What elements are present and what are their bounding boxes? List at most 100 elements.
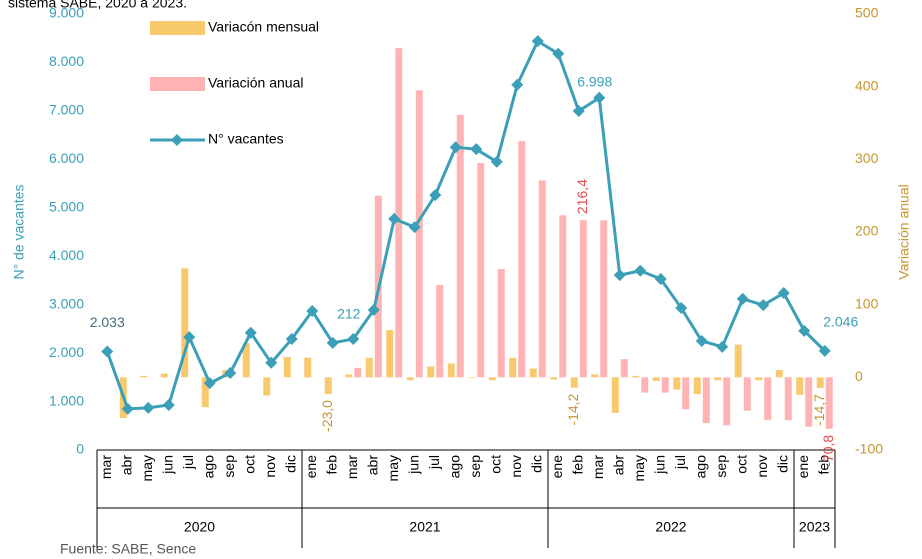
x-tick-label: ago <box>446 455 462 479</box>
marker <box>818 344 831 357</box>
x-tick-label: oct <box>733 455 749 474</box>
bar <box>693 377 701 395</box>
bar <box>386 330 394 378</box>
x-tick-label: ene <box>795 455 811 479</box>
bar <box>140 375 148 378</box>
data-label: -14,7 <box>811 394 827 426</box>
bar <box>600 220 608 378</box>
bar <box>324 377 332 395</box>
data-label: 2.033 <box>90 314 125 330</box>
bar <box>406 377 414 381</box>
y2-tick-label: 100 <box>855 295 879 311</box>
bar <box>509 357 517 378</box>
marker <box>593 91 606 104</box>
x-tick-label: dic <box>282 455 298 473</box>
bar <box>538 180 546 378</box>
x-tick-label: mar <box>590 455 606 479</box>
marker <box>757 299 770 312</box>
bar <box>673 377 681 390</box>
bar <box>518 141 526 378</box>
marker <box>449 141 462 154</box>
y2-tick-label: 400 <box>855 77 879 93</box>
x-tick-label: jul <box>426 455 442 470</box>
x-tick-label: jul <box>672 455 688 470</box>
marker <box>162 398 175 411</box>
x-tick-label: feb <box>569 455 585 475</box>
marker <box>121 402 134 415</box>
x-tick-label: oct <box>241 455 257 474</box>
y2-tick-label: 0 <box>855 368 863 384</box>
group-label: 2022 <box>655 519 686 535</box>
bar <box>304 357 312 378</box>
marker <box>777 287 790 300</box>
marker <box>306 304 319 317</box>
legend-swatch <box>171 134 183 146</box>
bar <box>682 377 690 410</box>
bar <box>447 363 455 378</box>
data-label: -70,8 <box>820 435 836 467</box>
bar <box>497 269 505 378</box>
bar <box>570 377 578 388</box>
x-tick-label: abr <box>118 455 134 476</box>
marker <box>654 272 667 285</box>
bar <box>579 220 587 378</box>
chart-title: sistema SABE, 2020 a 2023. <box>8 0 187 11</box>
y-tick-label: 1.000 <box>49 392 84 408</box>
bar <box>427 366 435 378</box>
bar <box>477 162 485 378</box>
x-tick-label: feb <box>323 455 339 475</box>
bar <box>365 357 373 378</box>
data-label: 6.998 <box>577 74 612 90</box>
bar <box>415 90 423 378</box>
x-tick-label: jul <box>180 455 196 470</box>
bar <box>181 268 189 378</box>
y2-tick-label: -100 <box>855 441 883 457</box>
bar <box>661 377 669 393</box>
y-tick-label: 3.000 <box>49 295 84 311</box>
marker <box>572 104 585 117</box>
marker <box>388 212 401 225</box>
marker <box>798 324 811 337</box>
x-tick-label: may <box>631 455 647 481</box>
bar <box>805 377 813 427</box>
bar <box>632 375 640 378</box>
source: Fuente: SABE, Sence <box>60 541 196 557</box>
marker <box>634 264 647 277</box>
x-tick-label: ago <box>200 455 216 479</box>
bar <box>641 377 649 393</box>
bar <box>559 215 567 378</box>
bar <box>242 343 250 378</box>
bar <box>796 377 804 395</box>
marker <box>511 78 524 91</box>
bar <box>354 367 362 378</box>
marker <box>613 269 626 282</box>
x-tick-label: ago <box>692 455 708 479</box>
x-tick-label: feb <box>815 455 831 475</box>
bar <box>395 48 403 378</box>
bar <box>734 344 742 378</box>
x-tick-label: ene <box>303 455 319 479</box>
x-tick-label: mar <box>98 455 114 479</box>
group-label: 2023 <box>799 519 830 535</box>
bar <box>764 377 772 421</box>
marker <box>101 345 114 358</box>
y-tick-label: 4.000 <box>49 247 84 263</box>
bar <box>591 374 599 378</box>
bar <box>723 377 731 426</box>
marker <box>326 336 339 349</box>
y-tick-label: 5.000 <box>49 198 84 214</box>
y2-tick-label: 300 <box>855 150 879 166</box>
bar <box>743 377 751 411</box>
x-tick-label: dic <box>774 455 790 473</box>
bar <box>283 356 291 378</box>
x-tick-label: sep <box>713 455 729 478</box>
y-tick-label: 6.000 <box>49 150 84 166</box>
bar <box>611 377 619 413</box>
x-tick-label: oct <box>487 455 503 474</box>
y-tick-label: 2.000 <box>49 344 84 360</box>
data-label: 216,4 <box>574 179 590 214</box>
x-tick-label: jun <box>405 455 421 475</box>
y2-tick-label: 500 <box>855 5 879 21</box>
x-tick-label: nov <box>508 455 524 478</box>
